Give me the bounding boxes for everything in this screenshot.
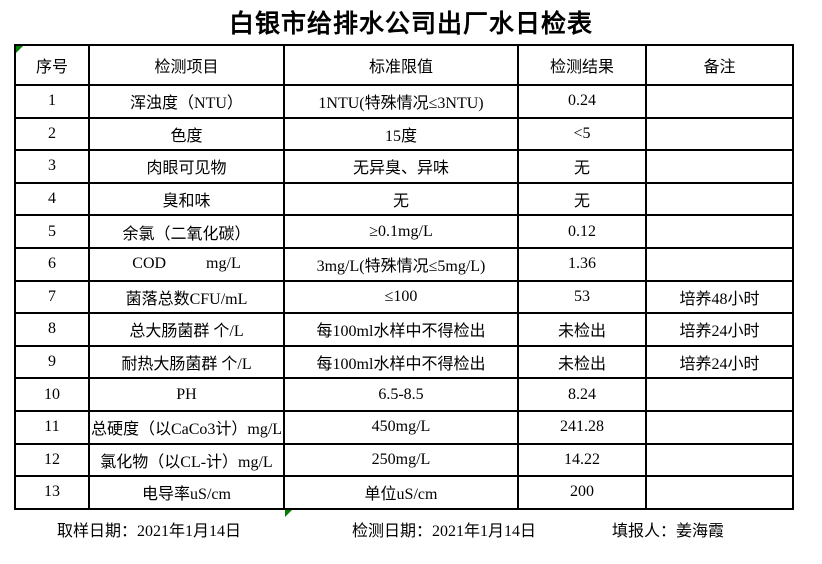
- table-row: 8 总大肠菌群 个/L 每100ml水样中不得检出 未检出 培养24小时: [14, 312, 794, 347]
- cell-item: 总硬度（以CaCo3计）mg/L: [88, 409, 285, 445]
- cell-limit: 无异臭、异味: [283, 149, 519, 184]
- table-row: 11 总硬度（以CaCo3计）mg/L 450mg/L 241.28: [14, 409, 794, 445]
- cell-note: [645, 214, 794, 249]
- sample-date-value: 2021年1月14日: [137, 523, 242, 540]
- cell-no: 11: [14, 409, 90, 445]
- cell-result: 1.36: [517, 246, 647, 282]
- cell-result: 未检出: [517, 312, 647, 347]
- excel-error-indicator-icon: [16, 46, 23, 53]
- col-header-limit: 标准限值: [283, 44, 519, 86]
- cell-note: 培养24小时: [645, 312, 794, 347]
- cell-item: 浑浊度（NTU）: [88, 84, 285, 119]
- cell-item: 电导率uS/cm: [88, 475, 285, 510]
- cell-limit: 250mg/L: [283, 442, 519, 478]
- cell-no: 4: [14, 181, 90, 217]
- table-row: 3 肉眼可见物 无异臭、异味 无: [14, 149, 794, 184]
- reporter-label: 填报人：: [612, 523, 677, 540]
- cell-note: [645, 149, 794, 184]
- table-row: 7 菌落总数CFU/mL ≤100 53 培养48小时: [14, 279, 794, 315]
- table-row: 4 臭和味 无 无: [14, 181, 794, 217]
- cell-limit: ≥0.1mg/L: [283, 214, 519, 249]
- cell-no: 9: [14, 344, 90, 380]
- table-row: 9 耐热大肠菌群 个/L 每100ml水样中不得检出 未检出 培养24小时: [14, 344, 794, 380]
- cell-no: 7: [14, 279, 90, 315]
- cell-limit: 450mg/L: [283, 409, 519, 445]
- cell-result: 8.24: [517, 377, 647, 412]
- header-row: 序号 检测项目 标准限值 检测结果 备注: [14, 44, 794, 86]
- cell-result: 未检出: [517, 344, 647, 380]
- reporter-value: 姜海霞: [676, 523, 725, 540]
- cell-note: 培养48小时: [645, 279, 794, 315]
- cell-limit: 3mg/L(特殊情况≤5mg/L): [283, 246, 519, 282]
- table-row: 12 氯化物（以CL-计）mg/L 250mg/L 14.22: [14, 442, 794, 478]
- cell-result: 无: [517, 149, 647, 184]
- table-row: 10 PH 6.5-8.5 8.24: [14, 377, 794, 412]
- cell-no: 10: [14, 377, 90, 412]
- inspection-table: 序号 检测项目 标准限值 检测结果 备注 1 浑浊度（NTU） 1NTU(特殊情…: [14, 44, 794, 510]
- cell-item: 余氯（二氧化碳）: [88, 214, 285, 249]
- cell-limit: 1NTU(特殊情况≤3NTU): [283, 84, 519, 119]
- cell-note: [645, 377, 794, 412]
- cell-no: 2: [14, 116, 90, 152]
- cell-result: 0.12: [517, 214, 647, 249]
- cell-item: 色度: [88, 116, 285, 152]
- cell-result: 0.24: [517, 84, 647, 119]
- cell-result: 53: [517, 279, 647, 315]
- cell-result: 无: [517, 181, 647, 217]
- cell-item: 菌落总数CFU/mL: [88, 279, 285, 315]
- cell-no: 13: [14, 475, 90, 510]
- col-header-item: 检测项目: [88, 44, 285, 86]
- col-header-result: 检测结果: [517, 44, 647, 86]
- cell-no: 6: [14, 246, 90, 282]
- cell-note: [645, 409, 794, 445]
- cell-limit: 6.5-8.5: [283, 377, 519, 412]
- cell-result: 241.28: [517, 409, 647, 445]
- cell-no: 12: [14, 442, 90, 478]
- sample-date-label: 取样日期：: [57, 523, 138, 540]
- cell-item: 肉眼可见物: [88, 149, 285, 184]
- table-row: 13 电导率uS/cm 单位uS/cm 200: [14, 475, 794, 510]
- cell-item: 氯化物（以CL-计）mg/L: [88, 442, 285, 478]
- cell-note: [645, 84, 794, 119]
- footer: 取样日期：2021年1月14日 检测日期：2021年1月14日 填报人：姜海霞: [0, 517, 822, 541]
- cell-item: COD mg/L: [88, 246, 285, 282]
- table-row: 6 COD mg/L 3mg/L(特殊情况≤5mg/L) 1.36: [14, 246, 794, 282]
- table-row: 5 余氯（二氧化碳） ≥0.1mg/L 0.12: [14, 214, 794, 249]
- cell-limit: 15度: [283, 116, 519, 152]
- cell-limit: 每100ml水样中不得检出: [283, 312, 519, 347]
- cell-no: 1: [14, 84, 90, 119]
- cell-limit: 单位uS/cm: [283, 475, 519, 510]
- cell-item: 臭和味: [88, 181, 285, 217]
- cell-note: [645, 181, 794, 217]
- cell-note: [645, 442, 794, 478]
- cell-limit: 无: [283, 181, 519, 217]
- sample-date: 取样日期：2021年1月14日: [57, 517, 241, 541]
- page-title: 白银市给排水公司出厂水日检表: [228, 10, 593, 38]
- cell-note: 培养24小时: [645, 344, 794, 380]
- cell-item: PH: [88, 377, 285, 412]
- cell-item: 总大肠菌群 个/L: [88, 312, 285, 347]
- cell-note: [645, 246, 794, 282]
- cell-no: 8: [14, 312, 90, 347]
- cell-result: <5: [517, 116, 647, 152]
- cell-limit: 每100ml水样中不得检出: [283, 344, 519, 380]
- cell-no: 3: [14, 149, 90, 184]
- cell-note: [645, 475, 794, 510]
- table-row: 2 色度 15度 <5: [14, 116, 794, 152]
- reporter: 填报人：姜海霞: [612, 517, 724, 541]
- col-header-note: 备注: [645, 44, 794, 86]
- test-date-label: 检测日期：: [352, 523, 433, 540]
- col-header-no: 序号: [14, 44, 90, 86]
- cell-result: 200: [517, 475, 647, 510]
- cell-note: [645, 116, 794, 152]
- table-row: 1 浑浊度（NTU） 1NTU(特殊情况≤3NTU) 0.24: [14, 84, 794, 119]
- cell-item: 耐热大肠菌群 个/L: [88, 344, 285, 380]
- cell-result: 14.22: [517, 442, 647, 478]
- excel-error-indicator-icon: [285, 510, 292, 517]
- cell-no: 5: [14, 214, 90, 249]
- test-date-value: 2021年1月14日: [432, 523, 537, 540]
- test-date: 检测日期：2021年1月14日: [352, 517, 536, 541]
- cell-limit: ≤100: [283, 279, 519, 315]
